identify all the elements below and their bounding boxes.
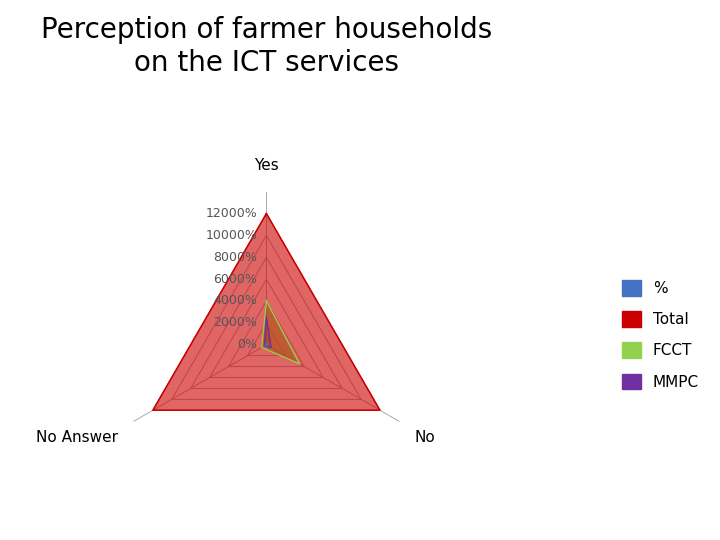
Text: 6000%: 6000% (213, 273, 257, 286)
Text: 4000%: 4000% (213, 294, 257, 307)
Text: No Answer: No Answer (36, 430, 118, 445)
Text: 0%: 0% (237, 338, 257, 351)
Text: Yes: Yes (254, 158, 279, 173)
Polygon shape (266, 343, 267, 345)
Text: 10000%: 10000% (205, 229, 257, 242)
Polygon shape (261, 301, 300, 364)
Text: 2000%: 2000% (213, 316, 257, 329)
Polygon shape (264, 318, 271, 347)
Text: 8000%: 8000% (213, 251, 257, 264)
Text: Perception of farmer households
on the ICT services: Perception of farmer households on the I… (41, 16, 492, 77)
Polygon shape (153, 213, 380, 410)
Text: No: No (415, 430, 436, 445)
Legend: %, Total, FCCT, MMPC: %, Total, FCCT, MMPC (616, 274, 705, 396)
Text: 12000%: 12000% (205, 207, 257, 220)
